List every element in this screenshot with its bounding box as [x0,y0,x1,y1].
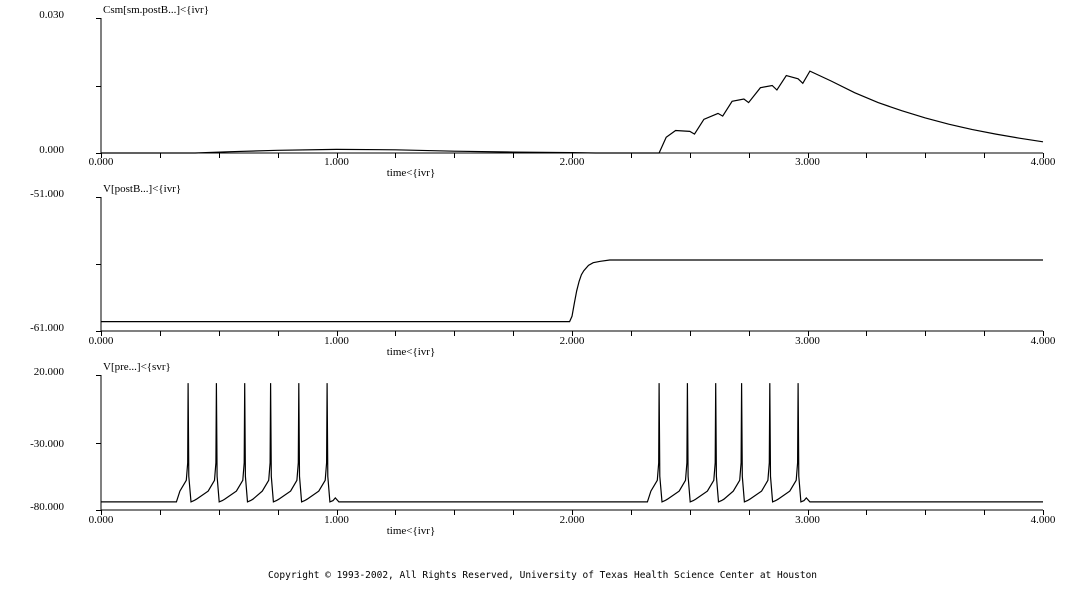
x-ticks-v-postb [101,331,1044,336]
x-tick-label: 1.000 [324,514,349,526]
x-tick-label: 1.000 [324,156,349,168]
x-tick-label: 2.000 [560,514,585,526]
x-tick-labels-v-postb: 0.000 1.000 2.000 3.000 4.000 [89,335,1056,347]
x-tick-labels-csm: 0.000 1.000 2.000 3.000 4.000 [89,156,1056,168]
x-tick-label: 4.000 [1031,514,1056,526]
y-tick-csm-top: 0.030 [39,9,64,21]
x-tick-label: 1.000 [324,335,349,347]
x-ticks-v-pre [101,510,1044,515]
y-tick-v-postb-bottom: -61.000 [30,322,64,334]
x-axis-title-v-postb: time<{ivr} [387,346,436,358]
x-axis-title-v-pre: time<{ivr} [387,525,436,537]
x-tick-label: 3.000 [795,335,820,347]
x-tick-label: 2.000 [560,335,585,347]
y-tick-v-pre-bottom: -80.000 [30,501,64,513]
y-tick-v-postb-top: -51.000 [30,188,64,200]
x-ticks-csm [101,153,1044,158]
x-tick-label: 0.000 [89,156,114,168]
x-tick-label: 0.000 [89,514,114,526]
y-tick-v-pre-mid: -30.000 [30,438,64,450]
panel-v-pre: V[pre...]<{svr} 20.000 -30.000 -80.000 0… [30,361,1056,537]
y-tick-csm-bottom: 0.000 [39,144,64,156]
x-tick-label: 4.000 [1031,335,1056,347]
series-line-v-postb [101,259,1043,323]
x-tick-label: 3.000 [795,514,820,526]
y-tick-v-pre-top: 20.000 [34,366,65,378]
x-axis-title-csm: time<{ivr} [387,167,436,179]
plot-title-v-postb: V[postB...]<{ivr} [103,183,181,195]
x-tick-label: 3.000 [795,156,820,168]
x-tick-label: 0.000 [89,335,114,347]
x-tick-label: 2.000 [560,156,585,168]
series-line-v-pre [101,383,1043,503]
plot-title-v-pre: V[pre...]<{svr} [103,361,171,373]
x-tick-labels-v-pre: 0.000 1.000 2.000 3.000 4.000 [89,514,1056,526]
panel-csm: Csm[sm.postB...]<{ivr} 0.030 0.000 0.000… [39,4,1056,179]
copyright-notice: Copyright © 1993-2002, All Rights Reserv… [267,570,818,581]
panel-v-postb: V[postB...]<{ivr} -51.000 -61.000 0.000 … [30,183,1056,358]
series-line-csm [101,70,1044,154]
plot-title-csm: Csm[sm.postB...]<{ivr} [103,4,209,16]
x-tick-label: 4.000 [1031,156,1056,168]
